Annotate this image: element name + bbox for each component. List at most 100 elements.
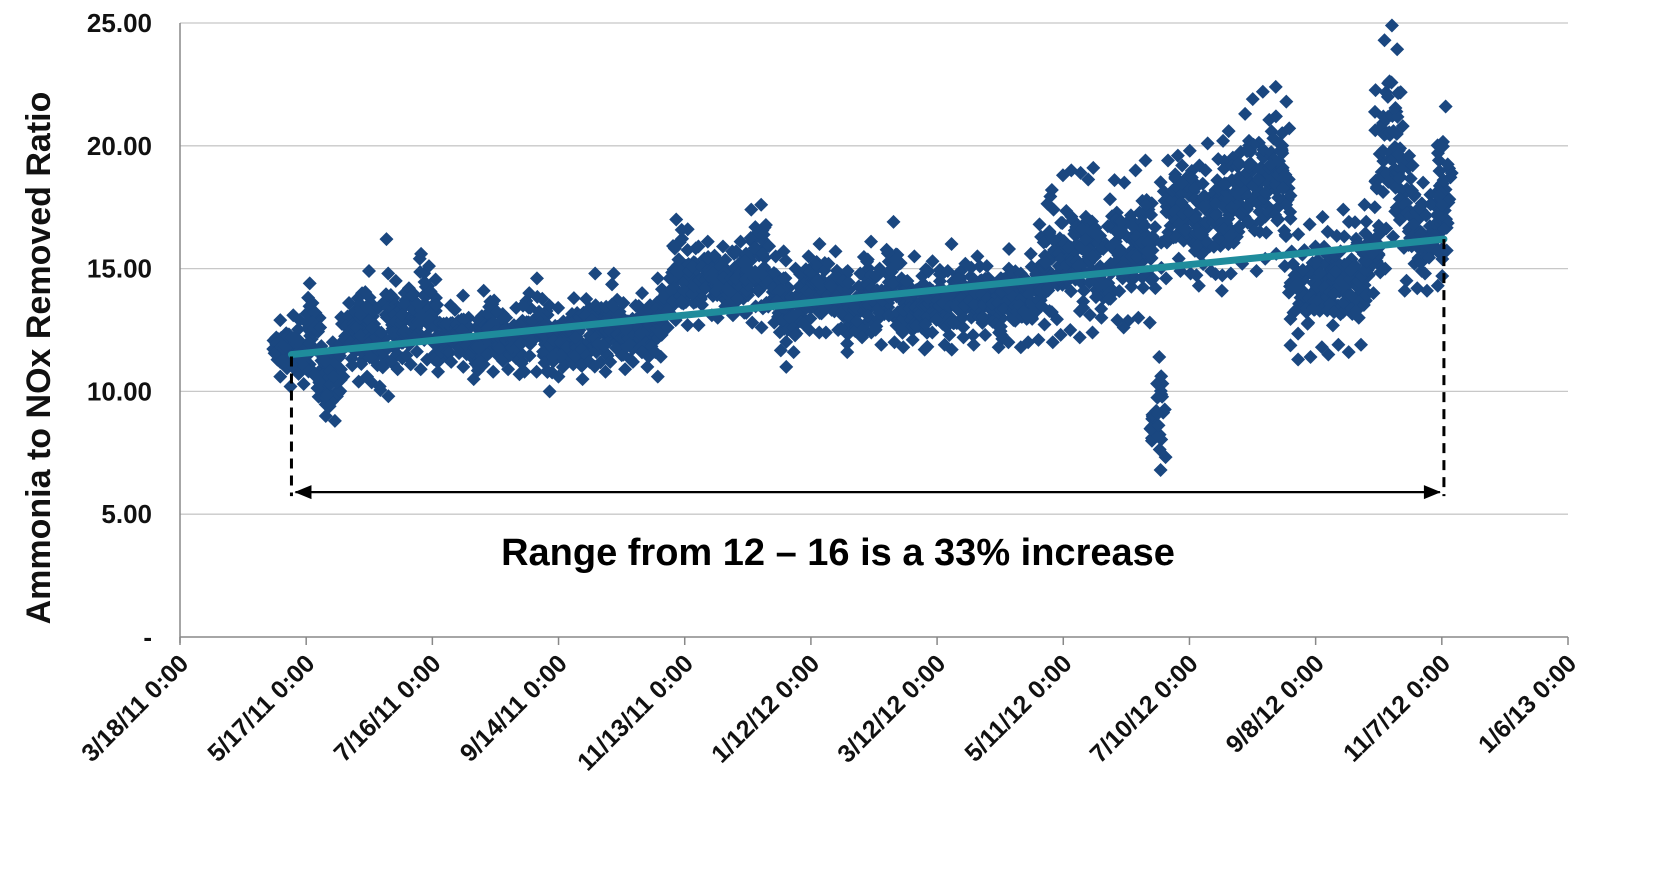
- data-point: [1150, 406, 1165, 421]
- data-point: [1189, 268, 1204, 283]
- x-tick-label: 3/12/12 0:00: [832, 649, 951, 768]
- data-point: [744, 202, 759, 217]
- data-point: [529, 364, 544, 379]
- data-point: [492, 341, 507, 356]
- data-point: [1159, 271, 1174, 286]
- data-point: [336, 369, 351, 384]
- data-point: [1102, 192, 1117, 207]
- data-point: [522, 348, 537, 363]
- data-point: [660, 320, 675, 335]
- data-point: [1436, 222, 1451, 237]
- data-point: [993, 319, 1008, 334]
- data-point: [413, 265, 428, 280]
- data-point: [640, 359, 655, 374]
- data-point: [1072, 330, 1087, 345]
- data-point: [375, 360, 390, 375]
- data-point: [345, 358, 360, 373]
- data-point: [616, 295, 631, 310]
- data-point: [1403, 171, 1418, 186]
- x-tick-label: 11/7/12 0:00: [1338, 649, 1456, 767]
- data-point: [579, 292, 594, 307]
- data-point: [618, 362, 633, 377]
- data-point: [296, 377, 311, 392]
- data-point: [1044, 183, 1059, 198]
- data-point: [925, 254, 940, 269]
- data-point: [499, 310, 514, 325]
- data-point: [905, 332, 920, 347]
- data-point: [456, 359, 471, 374]
- data-point: [1240, 144, 1255, 159]
- data-point: [1422, 250, 1437, 265]
- data-point: [1279, 94, 1294, 109]
- data-point: [1395, 119, 1410, 134]
- data-point: [899, 274, 914, 289]
- y-axis-title: Ammonia to NOx Removed Ratio: [20, 92, 58, 625]
- data-point: [1278, 227, 1293, 242]
- data-point: [1392, 171, 1407, 186]
- data-point: [1275, 181, 1290, 196]
- data-point: [1037, 317, 1052, 332]
- data-point: [326, 369, 341, 384]
- data-point: [1336, 202, 1351, 217]
- data-point: [872, 305, 887, 320]
- trendline: [287, 235, 1448, 359]
- data-point: [1397, 283, 1412, 298]
- data-point: [1359, 214, 1374, 229]
- data-point: [1386, 229, 1401, 244]
- data-point: [751, 284, 766, 299]
- data-point: [1082, 307, 1097, 322]
- data-point: [1101, 291, 1116, 306]
- data-point: [1295, 263, 1310, 278]
- data-point: [834, 321, 849, 336]
- data-point: [1331, 337, 1346, 352]
- data-point: [1251, 172, 1266, 187]
- data-point: [738, 257, 753, 272]
- data-point: [322, 399, 337, 414]
- data-point: [896, 340, 911, 355]
- data-point: [1064, 209, 1079, 224]
- data-point: [480, 347, 495, 362]
- data-point: [575, 372, 590, 387]
- data-point: [1386, 124, 1401, 139]
- data-point: [598, 364, 613, 379]
- data-point: [1301, 315, 1316, 330]
- data-point: [605, 277, 620, 292]
- data-point: [1191, 278, 1206, 293]
- data-point: [1021, 335, 1036, 350]
- data-point: [1161, 229, 1176, 244]
- data-point: [381, 266, 396, 281]
- data-point: [864, 234, 879, 249]
- data-point: [1049, 312, 1064, 327]
- data-point: [707, 248, 722, 263]
- data-point: [860, 308, 875, 323]
- data-point: [1430, 244, 1445, 259]
- data-point: [1379, 221, 1394, 236]
- data-point: [828, 244, 843, 259]
- data-point: [1026, 304, 1041, 319]
- data-point: [1086, 160, 1101, 175]
- data-point: [471, 340, 486, 355]
- data-point: [967, 297, 982, 312]
- data-point: [1378, 261, 1393, 276]
- data-point: [1164, 193, 1179, 208]
- data-point: [1094, 310, 1109, 325]
- data-point: [1369, 180, 1384, 195]
- data-point: [715, 239, 730, 254]
- data-point: [1206, 239, 1221, 254]
- data-point: [1393, 182, 1408, 197]
- range-arrowhead-right: [1423, 485, 1441, 500]
- data-point: [1144, 273, 1159, 288]
- data-point: [405, 288, 420, 303]
- data-point: [869, 319, 884, 334]
- data-points: [266, 18, 1459, 477]
- data-point: [1152, 350, 1167, 365]
- data-point: [302, 276, 317, 291]
- data-point: [1138, 197, 1153, 212]
- data-point: [691, 318, 706, 333]
- data-point: [545, 349, 560, 364]
- data-point: [1341, 345, 1356, 360]
- data-point: [1291, 352, 1306, 367]
- data-point: [454, 323, 469, 337]
- data-point: [1159, 204, 1174, 219]
